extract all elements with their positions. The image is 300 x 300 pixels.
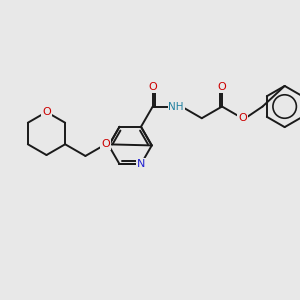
Text: N: N bbox=[137, 159, 145, 169]
Text: O: O bbox=[238, 113, 247, 123]
Text: O: O bbox=[218, 82, 226, 92]
Text: O: O bbox=[101, 139, 110, 149]
Text: NH: NH bbox=[168, 101, 184, 112]
Text: O: O bbox=[148, 82, 157, 92]
Text: O: O bbox=[42, 107, 51, 117]
